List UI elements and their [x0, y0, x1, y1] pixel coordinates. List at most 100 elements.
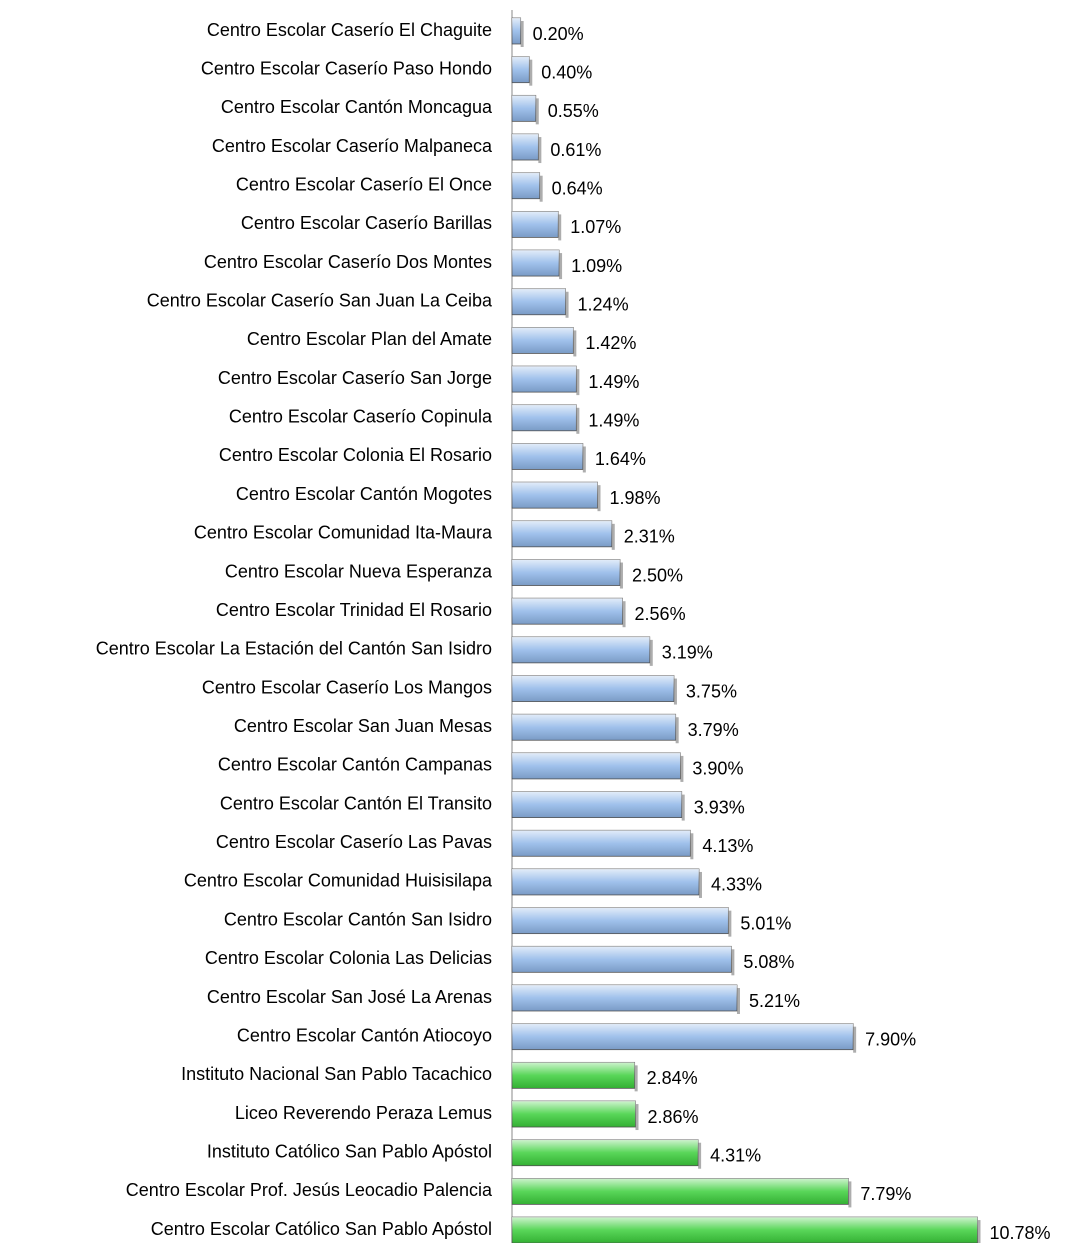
category-label: Centro Escolar Comunidad Huisisilapa — [184, 871, 493, 891]
value-label: 3.75% — [686, 681, 737, 701]
value-label: 0.40% — [541, 62, 592, 82]
value-label: 0.64% — [552, 178, 603, 198]
value-label: 2.31% — [624, 527, 675, 547]
category-label: Centro Escolar Caserío Barillas — [241, 213, 492, 233]
value-label: 1.42% — [585, 333, 636, 353]
bar-shine — [512, 675, 674, 702]
category-label: Centro Escolar Colonia Las Delicias — [205, 948, 492, 968]
bar-shadow — [698, 1142, 702, 1169]
category-label: Centro Escolar Caserío Dos Montes — [204, 252, 492, 272]
category-label: Instituto Nacional San Pablo Tacachico — [181, 1064, 492, 1084]
category-label: Instituto Católico San Pablo Apóstol — [207, 1141, 492, 1161]
bar-shine — [512, 907, 729, 934]
bar-shine — [512, 1023, 854, 1050]
category-label: Centro Escolar Caserío Malpaneca — [212, 136, 493, 156]
bar-shadow — [853, 1026, 857, 1053]
value-label: 0.61% — [550, 140, 601, 160]
category-label: Centro Escolar La Estación del Cantón Sa… — [96, 639, 492, 659]
value-label: 7.90% — [865, 1029, 916, 1049]
value-label: 2.56% — [635, 604, 686, 624]
value-label: 3.90% — [692, 759, 743, 779]
bar-shadow — [681, 794, 685, 821]
bar-shadow — [576, 407, 580, 434]
bar-shine — [512, 404, 577, 431]
value-label: 1.49% — [588, 411, 639, 431]
value-label: 1.64% — [595, 449, 646, 469]
value-label: 5.01% — [740, 913, 791, 933]
bar-shadow — [690, 833, 694, 860]
bar-shine — [512, 636, 650, 663]
bar-shine — [512, 1062, 635, 1089]
category-label: Centro Escolar Comunidad Ita-Maura — [194, 523, 493, 543]
value-label: 3.79% — [688, 720, 739, 740]
category-label: Centro Escolar San José La Arenas — [207, 987, 492, 1007]
bar-shine — [512, 830, 691, 857]
bar-shine — [512, 56, 530, 83]
bar-shine — [512, 752, 681, 779]
bar-shine — [512, 868, 699, 895]
bar-shadow — [539, 175, 543, 202]
value-label: 0.55% — [548, 101, 599, 121]
bar-shine — [512, 946, 732, 973]
bar-shine — [512, 443, 583, 470]
bar-shadow — [649, 639, 653, 666]
bar-shadow — [736, 988, 740, 1014]
value-label: 5.08% — [743, 952, 794, 972]
bar-shadow — [565, 291, 569, 318]
category-label: Centro Escolar Caserío Los Mangos — [202, 677, 492, 697]
bar-shadow — [619, 562, 623, 589]
bar-shine — [512, 482, 598, 509]
value-label: 3.19% — [662, 643, 713, 663]
category-label: Centro Escolar San Juan Mesas — [234, 716, 492, 736]
bar-shine — [512, 211, 559, 238]
value-label: 10.78% — [990, 1223, 1051, 1243]
bar-shine — [512, 1178, 849, 1205]
bar-shine — [512, 1101, 636, 1128]
bar-shadow — [731, 949, 735, 976]
category-label: Centro Escolar Cantón Campanas — [218, 755, 492, 775]
category-label: Centro Escolar Caserío San Juan La Ceiba — [147, 291, 493, 311]
bar-shadow — [611, 523, 615, 550]
bar-shine — [512, 366, 577, 393]
bar-shadow — [622, 601, 626, 628]
category-label: Centro Escolar Cantón Mogotes — [236, 484, 492, 504]
value-label: 1.07% — [570, 217, 621, 237]
category-label: Centro Escolar Plan del Amate — [247, 329, 492, 349]
bar-shine — [512, 95, 536, 122]
bar-shadow — [728, 910, 732, 937]
value-label: 2.50% — [632, 565, 683, 585]
value-label: 0.20% — [533, 24, 584, 44]
bar-shadow — [675, 717, 679, 744]
bar-shadow — [698, 871, 702, 898]
bar-shine — [512, 520, 612, 547]
value-label: 4.31% — [710, 1145, 761, 1165]
value-label: 1.98% — [610, 488, 661, 508]
bar-shadow — [558, 214, 562, 241]
bar-shadow — [977, 1220, 981, 1243]
category-label: Centro Escolar Caserío Copinula — [229, 407, 493, 427]
value-label: 7.79% — [860, 1184, 911, 1204]
value-label: 1.49% — [588, 372, 639, 392]
value-label: 4.13% — [702, 836, 753, 856]
category-label: Centro Escolar Cantón Moncagua — [221, 97, 493, 117]
category-label: Centro Escolar Caserío San Jorge — [218, 368, 492, 388]
category-label: Centro Escolar Trinidad El Rosario — [216, 600, 492, 620]
category-label: Centro Escolar Cantón Atiocoyo — [237, 1025, 492, 1045]
bar-shadow — [848, 1181, 852, 1208]
bar-shine — [512, 714, 676, 741]
bar-shine — [512, 327, 574, 354]
bar-shadow — [576, 369, 580, 396]
bar-shadow — [673, 678, 677, 705]
category-label: Centro Escolar Colonia El Rosario — [219, 445, 492, 465]
category-label: Centro Escolar Nueva Esperanza — [225, 561, 493, 581]
category-label: Centro Escolar Caserío El Once — [236, 174, 492, 194]
value-label: 1.09% — [571, 256, 622, 276]
category-label: Centro Escolar Caserío Las Pavas — [216, 832, 492, 852]
bar-shine — [512, 18, 521, 44]
bar-shadow — [680, 755, 684, 782]
category-label: Centro Escolar Católico San Pablo Apósto… — [151, 1219, 492, 1239]
bar-shadow — [573, 330, 577, 357]
category-label: Centro Escolar Cantón El Transito — [220, 793, 492, 813]
bar-shadow — [520, 21, 524, 47]
